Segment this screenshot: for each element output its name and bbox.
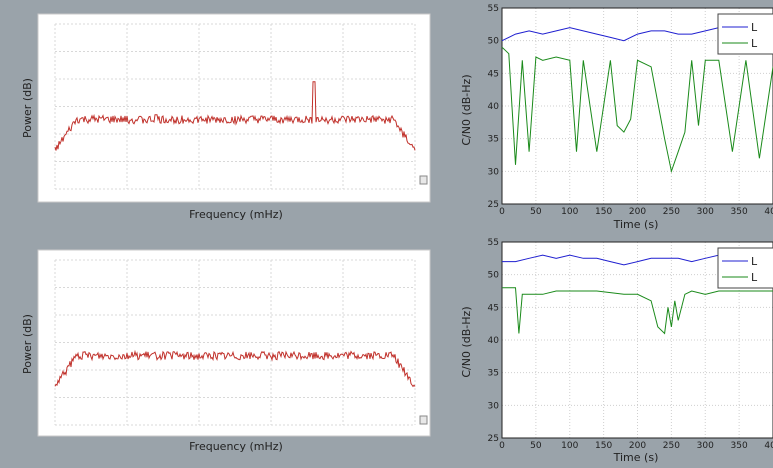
cn0-chart-bottom: 0 50 100 150 200 250 300 350 400 25 30 35 40 45 50 55 L… xyxy=(440,232,773,464)
x-tick-label: 300 xyxy=(697,441,714,451)
legend-entry: L xyxy=(751,255,758,268)
spectrum-chart-top: Power (dB) Frequency (mHz) xyxy=(0,0,440,232)
y-tick-label: 25 xyxy=(488,200,499,210)
x-tick-label: 0 xyxy=(499,441,505,451)
spectrum-trace xyxy=(54,349,416,388)
legend-entry: L xyxy=(751,271,758,284)
y-axis-label: C/N0 (dB-Hz) xyxy=(460,306,473,377)
spectrum-svg-bottom: Power (dB) Frequency (mHz) xyxy=(21,249,431,453)
y-axis-label: C/N0 (dB-Hz) xyxy=(460,74,473,145)
x-tick-label: 350 xyxy=(731,441,748,451)
y-tick-label: 50 xyxy=(488,37,500,47)
y-tick-label: 35 xyxy=(488,135,499,145)
y-tick-label: 40 xyxy=(488,336,500,346)
spectrum-trace xyxy=(54,81,416,151)
y-tick-label: 30 xyxy=(488,401,500,411)
x-axis-label: Time (s) xyxy=(613,451,659,464)
x-tick-label: 100 xyxy=(561,441,578,451)
spectrum-grid xyxy=(54,259,416,426)
legend-entry: L xyxy=(751,37,758,50)
x-tick-label: 250 xyxy=(663,441,680,451)
x-tick-label: 200 xyxy=(629,207,646,217)
y-tick-label: 50 xyxy=(488,271,500,281)
axes-frame xyxy=(501,7,773,205)
cn0-svg-top: 0 50 100 150 200 250 300 350 400 25 30 35 40 45 50 55 L… xyxy=(460,4,773,231)
y-tick-label: 55 xyxy=(488,238,499,248)
zoom-icon[interactable] xyxy=(419,175,428,185)
zoom-icon[interactable] xyxy=(419,415,428,425)
x-tick-label: 350 xyxy=(731,207,748,217)
x-tick-label: 50 xyxy=(530,441,542,451)
x-tick-label: 100 xyxy=(561,207,578,217)
spectrum-svg-top: Power (dB) Frequency (mHz) xyxy=(21,13,431,221)
x-axis-label: Time (s) xyxy=(613,218,659,231)
axes-frame xyxy=(501,241,773,439)
y-tick-label: 40 xyxy=(488,102,500,112)
x-axis-label: Frequency (mHz) xyxy=(189,208,283,221)
x-tick-label: 0 xyxy=(499,207,505,217)
x-tick-label: 150 xyxy=(595,207,612,217)
y-axis-label: Power (dB) xyxy=(21,314,34,374)
x-tick-label: 300 xyxy=(697,207,714,217)
legend: L L xyxy=(717,247,773,289)
y-tick-label: 35 xyxy=(488,369,499,379)
cn0-ticks: 0 50 100 150 200 250 300 350 400 25 30 35 40 45 50 55 xyxy=(488,238,773,451)
cn0-chart-top: 0 50 100 150 200 250 300 350 400 25 30 35 40 45 50 55 L… xyxy=(440,0,773,232)
y-tick-label: 45 xyxy=(488,303,499,313)
legend: L L xyxy=(717,13,773,55)
y-tick-label: 25 xyxy=(488,434,499,444)
x-tick-label: 200 xyxy=(629,441,646,451)
cn0-ticks: 0 50 100 150 200 250 300 350 400 25 30 35 40 45 50 55 xyxy=(488,4,773,217)
cn0-svg-bottom: 0 50 100 150 200 250 300 350 400 25 30 35 40 45 50 55 L… xyxy=(460,238,773,464)
x-tick-label: 150 xyxy=(595,441,612,451)
x-tick-label: 250 xyxy=(663,207,680,217)
x-tick-label: 400 xyxy=(764,207,773,217)
series-line-1 xyxy=(502,287,773,335)
y-tick-label: 30 xyxy=(488,167,500,177)
x-tick-label: 50 xyxy=(530,207,542,217)
legend-entry: L xyxy=(751,21,758,34)
y-tick-label: 45 xyxy=(488,69,499,79)
y-axis-label: Power (dB) xyxy=(21,78,34,138)
series-line-1 xyxy=(501,46,773,174)
x-axis-label: Frequency (mHz) xyxy=(189,440,283,453)
spectrum-panel-bg xyxy=(37,13,431,203)
x-tick-label: 400 xyxy=(764,441,773,451)
spectrum-grid xyxy=(54,23,416,190)
spectrum-chart-bottom: Power (dB) Frequency (mHz) xyxy=(0,232,440,464)
y-tick-label: 55 xyxy=(488,4,499,14)
